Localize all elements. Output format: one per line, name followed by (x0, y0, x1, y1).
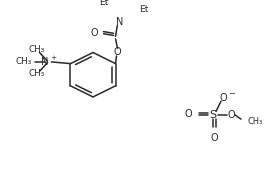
Text: CH₃: CH₃ (28, 45, 45, 54)
Text: N: N (41, 57, 48, 67)
Text: O: O (114, 47, 121, 57)
Text: +: + (50, 55, 56, 61)
Text: O: O (210, 133, 218, 143)
Text: CH₃: CH₃ (28, 69, 45, 78)
Text: O: O (227, 110, 235, 120)
Text: S: S (210, 110, 217, 120)
Text: −: − (228, 89, 235, 98)
Text: CH₃: CH₃ (247, 117, 262, 126)
Text: N: N (116, 17, 123, 27)
Text: Et: Et (99, 0, 108, 7)
Text: Et: Et (139, 5, 149, 14)
Text: O: O (184, 109, 192, 119)
Text: O: O (91, 28, 98, 38)
Text: O: O (219, 93, 227, 103)
Text: CH₃: CH₃ (15, 57, 31, 66)
